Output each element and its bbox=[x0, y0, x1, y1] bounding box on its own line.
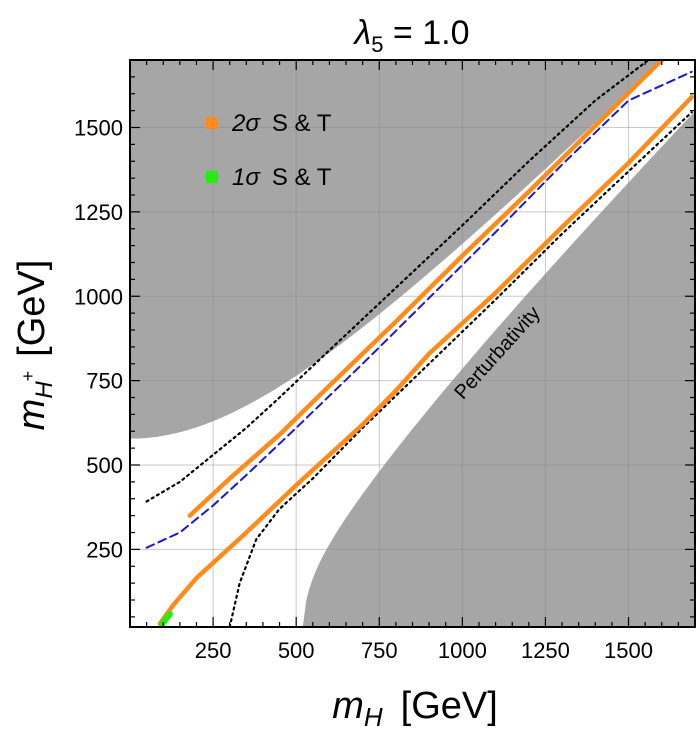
y-tick-label: 1500 bbox=[74, 116, 123, 141]
legend-swatch-2sigma bbox=[206, 117, 218, 129]
grid-lines bbox=[130, 60, 695, 627]
y-tick-label: 250 bbox=[86, 537, 123, 562]
x-tick-label: 1250 bbox=[521, 638, 570, 663]
series-black-dotted-upper bbox=[145, 60, 650, 503]
x-tick-label: 250 bbox=[195, 638, 232, 663]
y-tick-labels: 250 500 750 1000 1250 1500 bbox=[74, 116, 123, 563]
axis-ticks bbox=[130, 60, 695, 627]
series-layer bbox=[145, 60, 694, 627]
x-tick-label: 750 bbox=[361, 638, 398, 663]
x-tick-label: 1000 bbox=[438, 638, 487, 663]
series-orange-band-lower bbox=[157, 94, 694, 626]
y-axis-title: mH+[GeV] bbox=[11, 260, 58, 431]
x-tick-labels: 250 500 750 1000 1250 1500 bbox=[195, 638, 653, 663]
y-tick-label: 1000 bbox=[74, 284, 123, 309]
y-tick-label: 1250 bbox=[74, 200, 123, 225]
x-tick-label: 1500 bbox=[604, 638, 653, 663]
excluded-region-lower bbox=[302, 111, 695, 627]
series-black-dotted-lower bbox=[228, 111, 693, 627]
x-tick-label: 500 bbox=[278, 638, 315, 663]
y-tick-label: 750 bbox=[86, 369, 123, 394]
excluded-region-upper bbox=[130, 60, 662, 439]
x-axis-title: mH [GeV] bbox=[332, 685, 498, 731]
legend-swatch-1sigma bbox=[206, 171, 218, 183]
legend-entry-1sigma: 1σ S & T bbox=[232, 164, 332, 191]
series-blue-dashed bbox=[145, 70, 693, 549]
y-tick-label: 500 bbox=[86, 453, 123, 478]
legend-entry-2sigma: 2σ S & T bbox=[231, 110, 332, 137]
series-orange-band-upper bbox=[187, 60, 665, 518]
chart-title: λ5 = 1.0 bbox=[353, 14, 470, 57]
legend: 2σ S & T 1σ S & T bbox=[206, 110, 332, 191]
